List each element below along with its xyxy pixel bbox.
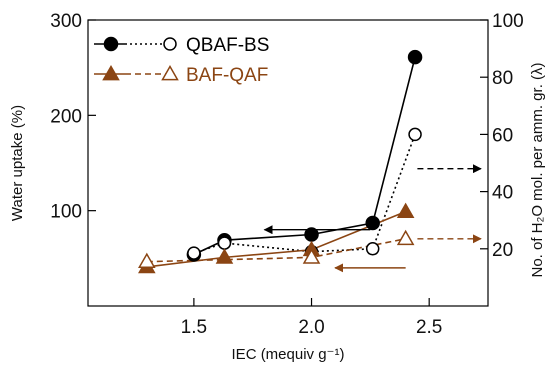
x-tick-label: 1.5 — [181, 317, 207, 338]
data-point-0 — [304, 227, 319, 242]
y-axis-right-title: No. of H₂O mol. per amm. gr. (λ) — [529, 62, 546, 277]
y-left-tick-label: 100 — [50, 202, 82, 223]
annotation-arrows — [263, 164, 482, 273]
data-point-1 — [217, 236, 232, 250]
tick-labels: 1.5 2.0 2.5 100 200 300 20 40 60 80 100 — [50, 11, 523, 338]
x-tick-label: 2.5 — [416, 317, 442, 338]
y-left-tick-label: 300 — [50, 11, 82, 32]
data-point-0 — [365, 215, 380, 231]
y-axis-left-title: Water uptake (%) — [9, 105, 26, 221]
tick-marks — [88, 19, 488, 306]
y-left-tick-label: 200 — [50, 106, 82, 127]
data-point-3 — [138, 252, 156, 269]
data-point-0 — [407, 49, 423, 65]
data-point-2 — [215, 248, 234, 264]
x-axis-title: IEC (mequiv g⁻¹) — [232, 346, 345, 363]
series-line-1 — [193, 134, 416, 254]
data-point-3 — [396, 229, 415, 246]
y-right-tick-label: 40 — [492, 183, 513, 204]
legend-marker — [163, 37, 177, 51]
legend-label: BAF-QAF — [186, 65, 268, 86]
y-right-tick-label: 60 — [492, 125, 513, 146]
legend: QBAF-BS BAF-QAF — [94, 35, 269, 86]
x-tick-label: 2.0 — [298, 317, 324, 338]
data-point-2 — [396, 202, 415, 218]
data-point-1 — [365, 242, 380, 256]
y-right-tick-label: 80 — [492, 68, 513, 89]
y-right-tick-label: 20 — [492, 240, 513, 261]
data-point-1 — [187, 246, 201, 260]
y-right-tick-label: 100 — [492, 11, 524, 32]
series-line-2 — [146, 210, 406, 268]
data-point-1 — [408, 127, 422, 142]
legend-marker — [102, 64, 120, 81]
legend-marker — [161, 64, 179, 81]
plot-frame — [87, 19, 489, 307]
series-markers — [138, 49, 423, 274]
series-lines — [146, 56, 416, 268]
legend-marker — [103, 36, 119, 52]
data-point-3 — [302, 248, 321, 264]
legend-label: QBAF-BS — [186, 35, 269, 56]
